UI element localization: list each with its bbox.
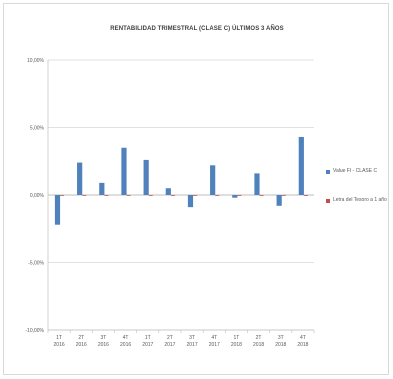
x-tick-label-quarter: 4T: [300, 335, 306, 341]
y-tick-label: -5,00%: [28, 260, 44, 266]
x-tick-label-quarter: 3T: [189, 335, 195, 341]
bar-fund: [77, 162, 83, 195]
y-tick-label: 0,00%: [30, 193, 45, 199]
x-tick-label-quarter: 1T: [233, 335, 239, 341]
y-tick-label: -10,00%: [25, 328, 44, 334]
legend-swatch-letra: [326, 199, 330, 203]
x-tick-label-quarter: 2T: [167, 335, 173, 341]
legend-label-letra: Letra del Tesoro a 1 año: [333, 197, 387, 203]
x-tick-label-year: 2018: [275, 342, 286, 348]
x-tick-label-quarter: 3T: [100, 335, 106, 341]
x-axis: 1T20162T20163T20164T20161T20172T20173T20…: [47, 329, 315, 348]
x-tick-label-quarter: 4T: [123, 335, 129, 341]
x-tick-label-quarter: 1T: [56, 335, 62, 341]
bar-letra: [237, 195, 242, 196]
legend: Value FI - CLASE C Letra del Tesoro a 1 …: [326, 168, 388, 226]
bar-fund: [54, 195, 61, 225]
x-tick-label-year: 2017: [187, 342, 198, 348]
bar-fund: [165, 188, 171, 195]
x-tick-label-year: 2017: [142, 342, 153, 348]
chart-frame: RENTABILIDAD TRIMESTRAL (CLASE C) ÚLTIMO…: [3, 3, 389, 375]
bar-letra: [148, 195, 153, 196]
bar-fund: [276, 195, 282, 206]
bar-letra: [104, 195, 109, 196]
legend-label-fund: Value FI - CLASE C: [333, 168, 378, 174]
bar-fund: [254, 173, 260, 195]
bar-letra: [126, 195, 131, 196]
bar-letra: [259, 195, 264, 196]
x-tick-label-quarter: 2T: [78, 335, 84, 341]
bar-fund: [99, 182, 105, 195]
x-tick-label-year: 2018: [253, 342, 264, 348]
gridlines: [48, 59, 314, 331]
bar-fund: [121, 147, 127, 195]
chart-title: RENTABILIDAD TRIMESTRAL (CLASE C) ÚLTIMO…: [110, 26, 284, 32]
bar-letra: [215, 195, 220, 196]
y-axis: 10,00% 5,00% 0,00% -5,00% -10,00%: [25, 58, 49, 334]
bars: [54, 136, 308, 225]
bar-fund: [210, 165, 216, 195]
bar-fund: [187, 195, 194, 208]
y-tick-label: 10,00%: [27, 58, 45, 64]
x-tick-label-quarter: 3T: [278, 335, 284, 341]
y-tick-label: 5,00%: [30, 125, 45, 131]
x-tick-label-year: 2017: [209, 342, 220, 348]
legend-item-letra: Letra del Tesoro a 1 año: [326, 197, 388, 204]
legend-item-fund: Value FI - CLASE C: [326, 168, 388, 175]
x-tick-label-year: 2016: [54, 342, 65, 348]
bar-letra: [170, 195, 175, 196]
x-tick-label-year: 2016: [98, 342, 109, 348]
x-tick-label-year: 2016: [120, 342, 131, 348]
x-tick-label-year: 2016: [76, 342, 87, 348]
legend-swatch-fund: [326, 170, 330, 174]
x-tick-label-quarter: 2T: [256, 335, 262, 341]
x-tick-label-year: 2018: [297, 342, 308, 348]
bar-letra: [82, 195, 87, 196]
bar-fund: [232, 195, 238, 198]
x-tick-label-year: 2017: [164, 342, 175, 348]
bar-letra: [193, 195, 198, 196]
x-tick-label-quarter: 4T: [211, 335, 217, 341]
bar-fund: [298, 136, 304, 195]
bar-fund: [143, 159, 149, 195]
x-tick-label-year: 2018: [231, 342, 242, 348]
bar-letra: [60, 195, 65, 196]
bar-letra: [281, 195, 286, 196]
bar-letra: [303, 195, 308, 196]
x-tick-label-quarter: 1T: [145, 335, 151, 341]
